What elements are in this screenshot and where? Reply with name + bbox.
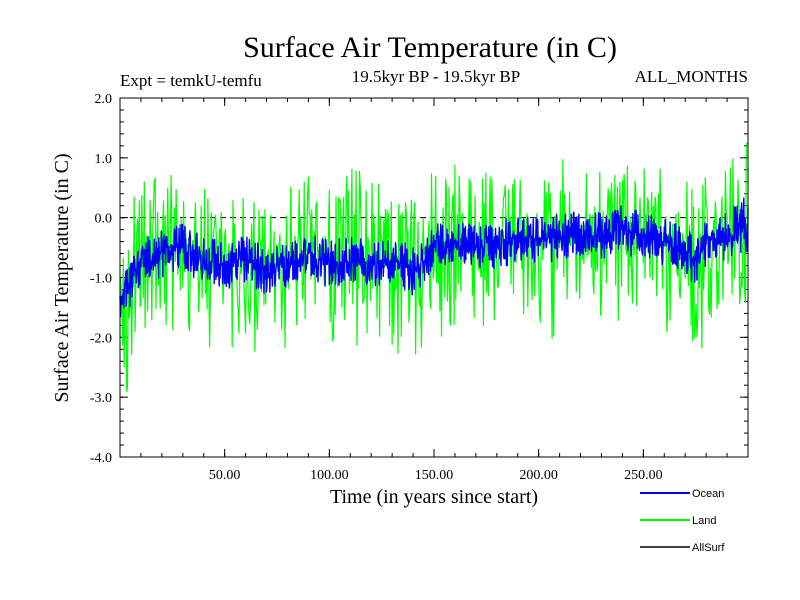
x-tick-label: 50.00 (209, 468, 241, 483)
y-tick-label: 1.0 (95, 152, 113, 167)
y-axis-label: Surface Air Temperature (in C) (51, 153, 73, 402)
x-tick-label: 100.00 (310, 468, 349, 483)
x-tick-label: 150.00 (415, 468, 454, 483)
axis-ticks (120, 97, 748, 458)
chart-title: Surface Air Temperature (in C) (243, 31, 617, 64)
plot-frame (119, 97, 749, 458)
y-tick-label: 2.0 (95, 92, 113, 107)
y-tick-label: -3.0 (90, 391, 112, 406)
legend-label-land: Land (692, 515, 716, 527)
y-tick-label: -1.0 (90, 272, 112, 287)
series-group (119, 142, 749, 392)
tick-labels: 2.0 1.0 0.0 -1.0 -2.0 -3.0 -4.0 50.00 100.00 150.… (90, 92, 663, 483)
legend: Ocean Land AllSurf (640, 488, 725, 554)
x-axis-label: Time (in years since start) (330, 486, 538, 508)
x-tick-label: 250.00 (624, 468, 663, 483)
series-ocean-line (119, 197, 749, 318)
y-tick-label: -2.0 (90, 331, 112, 346)
chart-subtitle-center: 19.5kyr BP - 19.5kyr BP (352, 67, 520, 86)
chart-subtitle-left: Expt = temkU-temfu (120, 71, 262, 90)
legend-label-ocean: Ocean (692, 488, 724, 500)
chart-subtitle-right: ALL_MONTHS (635, 67, 748, 86)
legend-label-allsurf: AllSurf (692, 542, 725, 554)
y-tick-label: 0.0 (95, 212, 113, 227)
x-tick-label: 200.00 (519, 468, 558, 483)
y-tick-label: -4.0 (90, 451, 112, 466)
